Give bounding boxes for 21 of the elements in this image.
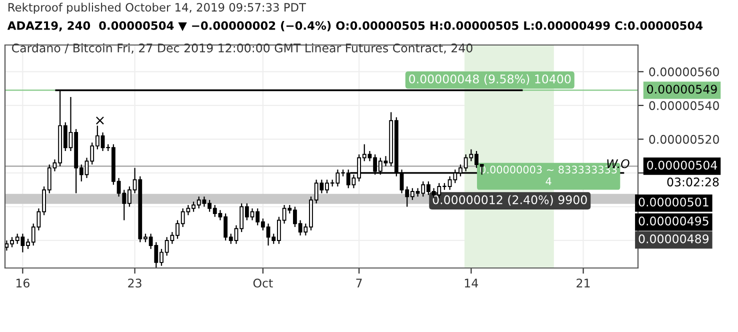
- ref-line-label: 0.00000549: [647, 84, 717, 94]
- x-tick-label: 7: [356, 278, 362, 288]
- chart-subtitle: ADAZ19, 240 0.00000504 ▼ −0.00000002 (−0.4%) O:0.00000505 H:0.00000505 L:0.00000499 C:0.00000504: [7, 21, 703, 32]
- x-tick-label: 23: [128, 278, 142, 288]
- text: 0.00000501: [638, 198, 708, 207]
- x-tick-label: 21: [576, 278, 590, 288]
- annotation: ×: [96, 116, 104, 124]
- chart-title: Cardano / Bitcoin Fri, 27 Dec 2019 12:00:00 GMT Linear Futures Contract, 240: [12, 43, 472, 54]
- text: 0.00000495: [638, 216, 708, 226]
- y-tick-label: 0.00000540: [649, 101, 719, 110]
- x-tick-label: 16: [16, 278, 30, 288]
- ref-line-label: 0.00000504: [647, 160, 718, 170]
- y-tick-label: 0.00000560: [649, 67, 719, 76]
- annotation: 0.00000048 (9.58%) 10400: [409, 74, 571, 85]
- text: 0.00000489: [638, 234, 709, 244]
- text: 03:02:28: [667, 178, 719, 186]
- annotation: 0.00000012 (2.40%) 9900: [432, 195, 587, 206]
- x-tick-label: 14: [464, 278, 478, 288]
- y-tick-label: 0.00000520: [649, 134, 719, 144]
- x-tick-label: Oct: [253, 278, 273, 288]
- text: Rektproof published October 14, 2019 09:57:33 PDT: [8, 2, 306, 14]
